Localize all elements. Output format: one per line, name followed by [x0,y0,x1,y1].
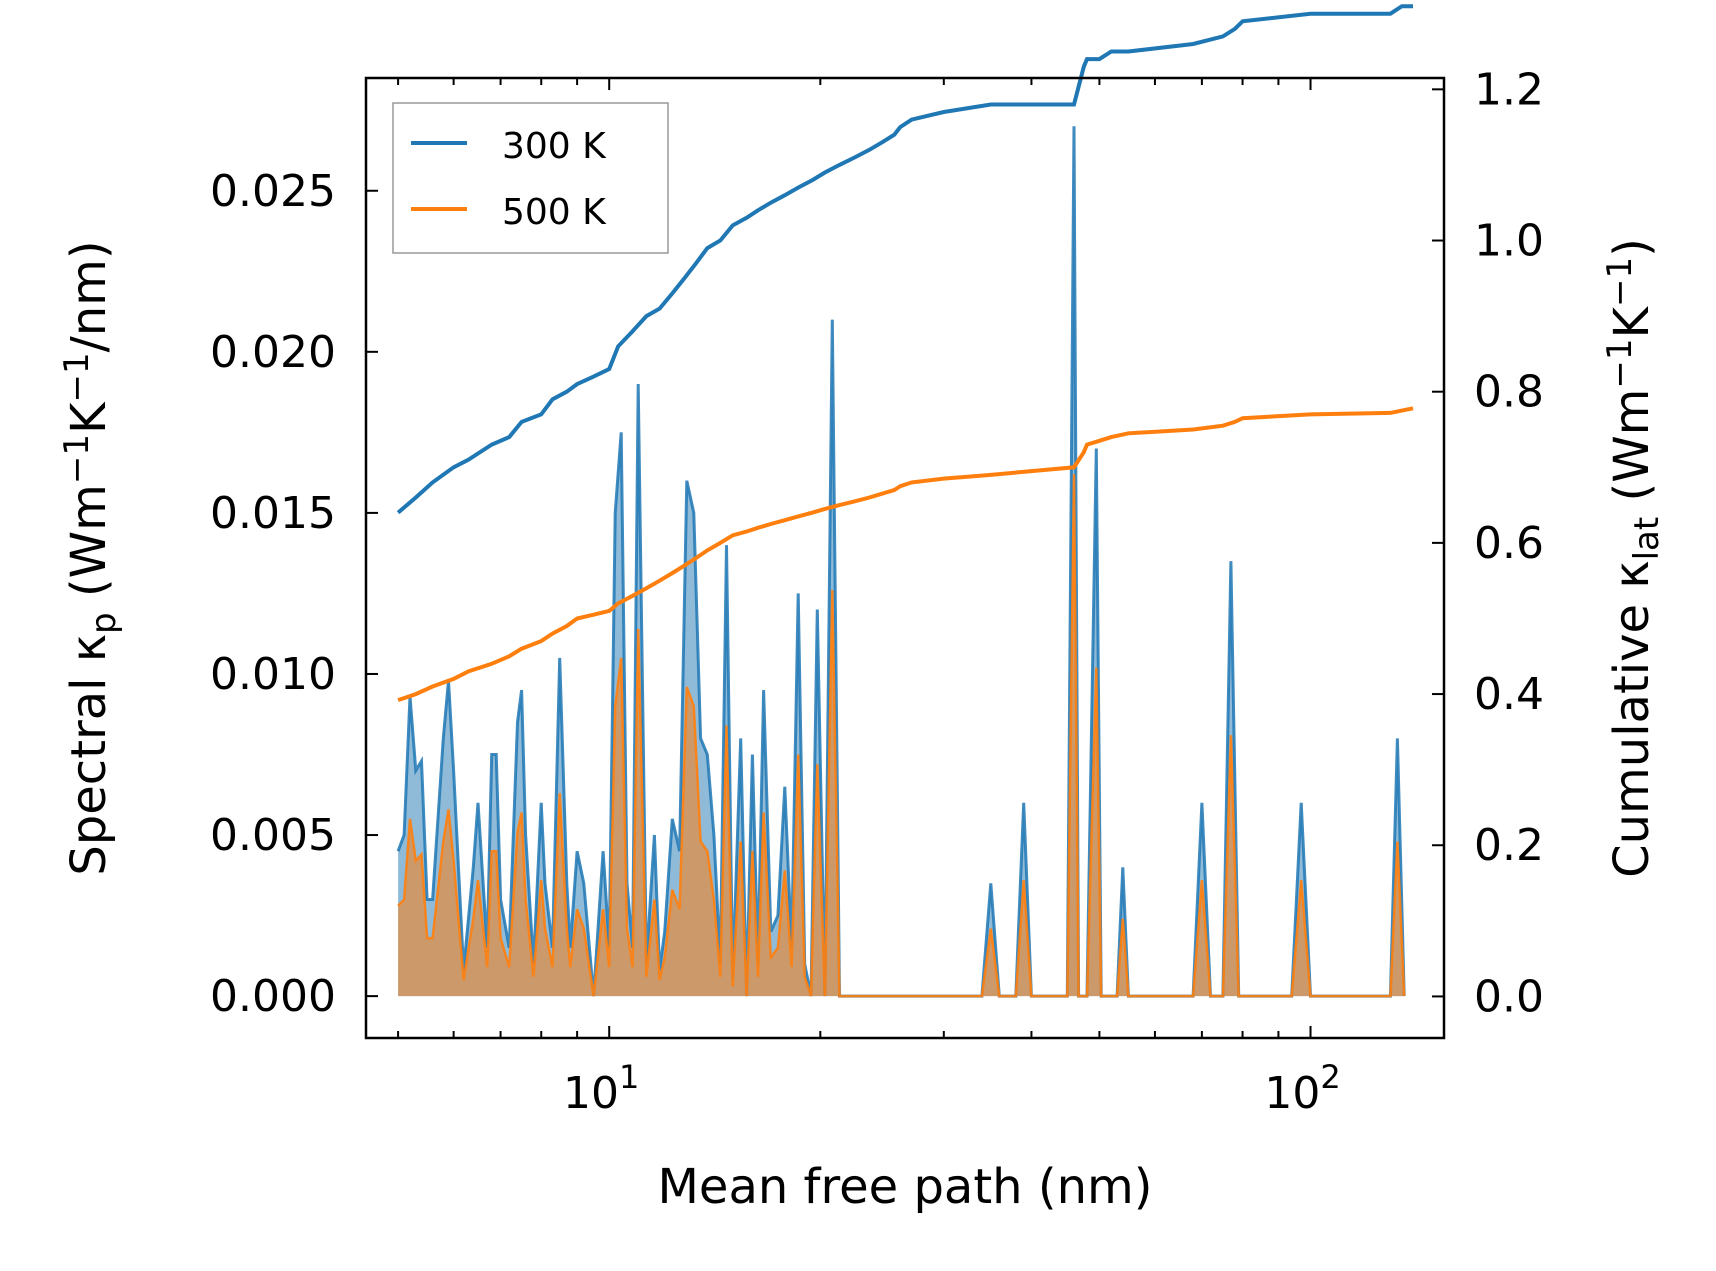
legend-label-300k: 300 K [502,126,607,167]
spectral-layer [396,126,1406,998]
right-tick-label: 1.2 [1474,64,1544,115]
spectral-line-500k [397,474,1406,998]
y-axis-left-title: Spectral κp (Wm−1K−1/nm) [57,240,124,875]
right-tick-label: 1.0 [1474,216,1544,267]
left-tick-label: 0.025 [210,166,336,217]
y-axis-right-title: Cumulative κlat (Wm−1K−1) [1600,238,1667,878]
legend-label-500k: 500 K [502,192,607,233]
left-tick-label: 0.020 [210,327,336,378]
left-tick-label: 0.015 [210,488,336,539]
spectral-area-500k [398,474,1405,997]
left-tick-label: 0.000 [210,971,336,1022]
legend-box [392,102,669,254]
legend: 300 K 500 K [392,102,669,254]
right-tick-label: 0.0 [1474,971,1544,1022]
cumulative-line-300k [396,4,1413,515]
right-tick-label: 0.4 [1474,669,1544,720]
cumulative-layer [396,4,1414,702]
tick-layer: 0.000 0.005 0.010 0.015 0.020 0.025 0.0 0.2 0.4 0… [210,64,1544,1119]
x-axis-title: Mean free path (nm) [658,1159,1153,1215]
x-tick-label: 102 [1264,1058,1340,1119]
x-tick-exponent: 1 [619,1058,639,1096]
cumulative-line-500k [397,406,1414,702]
left-tick-label: 0.010 [210,649,336,700]
right-tick-label: 0.8 [1474,367,1544,418]
x-tick-base: 10 [563,1068,619,1119]
x-tick-label: 101 [563,1058,639,1119]
x-tick-exponent: 2 [1320,1058,1340,1096]
right-tick-label: 0.2 [1474,820,1544,871]
x-tick-base: 10 [1264,1068,1320,1119]
right-tick-label: 0.6 [1474,518,1544,569]
left-tick-label: 0.005 [210,810,336,861]
plot-frame [364,76,1446,1040]
